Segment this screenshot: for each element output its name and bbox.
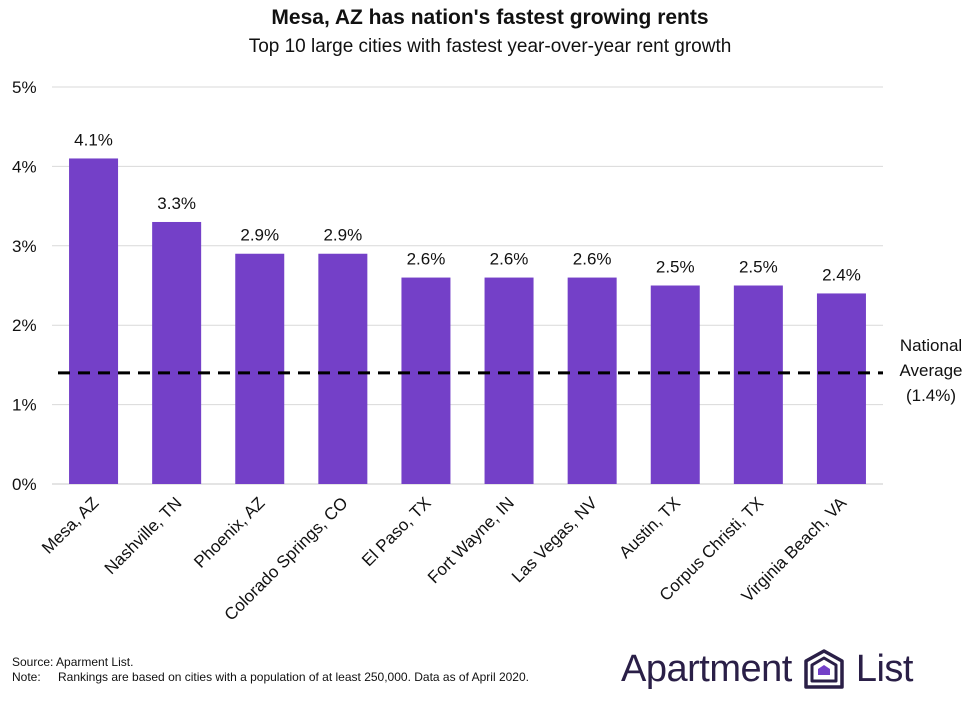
category-label: Las Vegas, NV [508,493,601,586]
y-tick-label: 4% [12,157,37,176]
bar [484,277,534,484]
source-note: Source: Aparment List. [12,655,529,670]
chart-subtitle: Top 10 large cities with fastest year-ov… [248,36,732,57]
y-tick-label: 0% [12,475,37,494]
note-text: Rankings are based on cities with a popu… [58,670,529,684]
brand-word-apartment: Apartment [621,647,792,690]
chart-title: Mesa, AZ has nation's fastest growing re… [271,6,709,29]
data-label: 2.5% [656,258,695,277]
category-label: El Paso, TX [358,493,435,570]
category-label: Phoenix, AZ [190,493,268,571]
source-key: Source: [12,655,54,669]
data-labels: 4.1% 3.3% 2.9% 2.9% 2.6% 2.6% 2.6% 2.5% 2.5% 2.4% [74,130,861,284]
brand-word-list: List [855,647,914,690]
national-average-label: National [900,336,962,355]
y-tick-label: 1% [12,396,37,415]
data-label: 2.6% [573,250,612,269]
category-label: Fort Wayne, IN [424,493,518,587]
y-tick-label: 2% [12,316,37,335]
note: Note: Rankings are based on cities with a… [12,670,529,685]
y-tick-label: 3% [12,237,37,256]
apartment-list-logo-icon [804,649,844,689]
bar [318,253,368,484]
bar [152,221,202,485]
data-label: 2.9% [323,226,362,245]
data-label: 2.9% [240,226,279,245]
national-average-label: (1.4%) [906,386,956,405]
bar [816,293,866,484]
data-label: 2.5% [739,258,778,277]
data-label: 4.1% [74,130,113,149]
category-label: Nashville, TN [101,493,186,578]
bar [733,285,783,484]
bar [235,253,285,484]
data-label: 2.4% [822,265,861,284]
y-tick-label: 5% [12,78,37,97]
y-axis-ticks: 0% 1% 2% 3% 4% 5% [12,78,37,494]
reference-line-group: National Average (1.4%) [58,336,963,405]
footer-notes: Source: Aparment List. Note: Rankings are… [12,655,529,685]
bar [567,277,617,484]
brand-logo: Apartment List [621,644,913,694]
national-average-label: Average [899,361,962,380]
bars [69,158,866,485]
bar [401,277,451,484]
bar [69,158,119,484]
category-label: Austin, TX [615,493,684,562]
bar [650,285,700,484]
category-label: Mesa, AZ [38,493,102,557]
data-label: 3.3% [157,194,196,213]
note-key: Note: [12,670,41,684]
data-label: 2.6% [407,250,446,269]
data-label: 2.6% [490,250,529,269]
bar-chart: 0% 1% 2% 3% 4% 5% 4.1% 3.3% 2.9% 2.9% 2.6% 2.6% 2.6… [12,78,963,624]
source-text: Aparment List. [56,655,134,669]
